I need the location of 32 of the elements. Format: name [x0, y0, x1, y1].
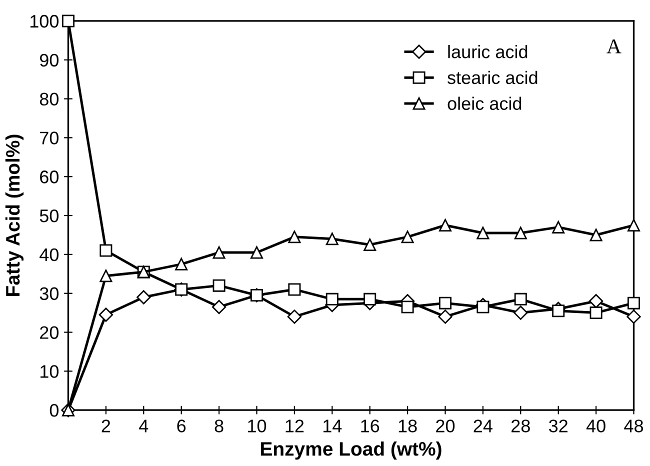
x-tick-label: 48 — [624, 420, 644, 432]
y-tick-label: 90 — [40, 54, 59, 67]
y-tick-label: 0 — [50, 404, 59, 417]
y-tick-label: 10 — [40, 365, 59, 378]
x-tick-label: 8 — [214, 420, 224, 432]
x-tick-label: 12 — [286, 420, 304, 432]
y-tick-label: 70 — [40, 132, 59, 144]
legend-label: stearic acid — [448, 70, 538, 84]
y-tick-label: 60 — [40, 170, 59, 184]
y-tick-label: 30 — [40, 287, 59, 300]
y-tick-label: 80 — [40, 92, 59, 106]
y-tick-label: 40 — [40, 248, 59, 262]
x-tick-label: 6 — [177, 420, 186, 432]
x-tick-label: 14 — [323, 420, 342, 432]
x-tick-label: 32 — [549, 420, 568, 432]
y-tick-label: 20 — [40, 326, 59, 339]
x-tick-label: 28 — [512, 420, 530, 432]
x-axis-title: Enzyme Load (wt%) — [261, 441, 442, 460]
x-tick-label: 2 — [102, 420, 110, 432]
x-tick-label: 20 — [436, 420, 455, 432]
x-tick-label: 10 — [248, 420, 266, 432]
legend-label: oleic acid — [448, 96, 522, 110]
annotation: A — [606, 39, 622, 54]
legend-label: lauric acid — [448, 45, 528, 58]
y-axis-title: Fatty Acid (mol%) — [5, 134, 24, 296]
x-tick-label: 24 — [474, 420, 492, 432]
x-tick-label: 16 — [361, 420, 380, 432]
x-tick-label: 18 — [398, 420, 417, 432]
x-tick-label: 4 — [139, 420, 148, 432]
x-tick-label: 40 — [586, 420, 606, 432]
y-tick-label: 100 — [30, 14, 59, 28]
y-tick-label: 50 — [40, 209, 59, 222]
